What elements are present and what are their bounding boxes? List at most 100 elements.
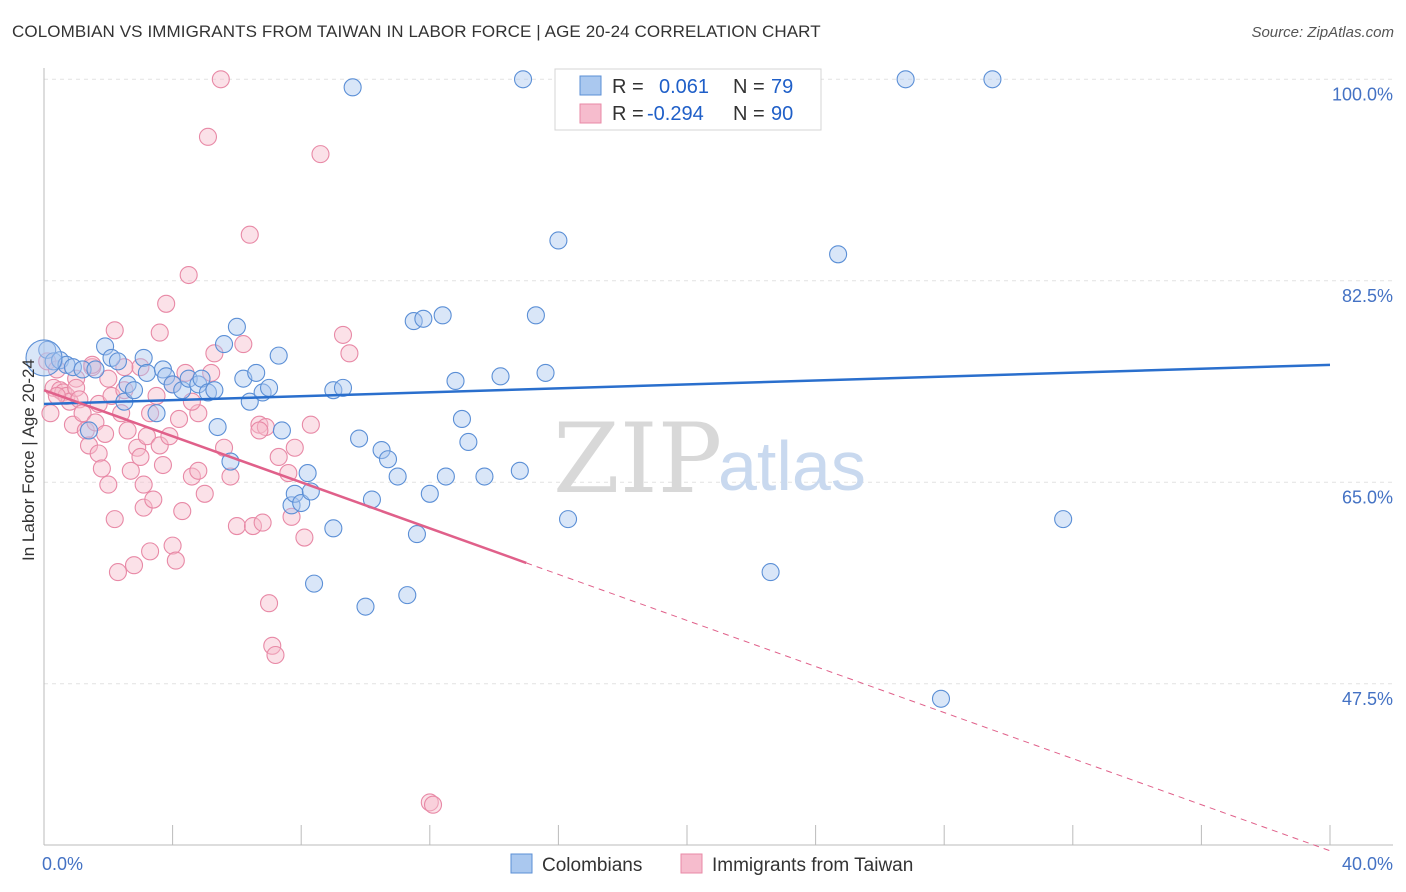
colombian-point: [372, 440, 391, 460]
colombian-point: [407, 525, 426, 544]
colombian-point: [324, 519, 343, 538]
taiwan-point: [179, 265, 198, 285]
colombian-point: [96, 337, 115, 356]
colombian-point: [298, 464, 317, 483]
taiwan-point: [211, 70, 230, 89]
taiwan-point: [141, 542, 160, 561]
colombian-point: [269, 346, 288, 365]
taiwan-point: [189, 404, 208, 423]
taiwan-point: [105, 510, 124, 529]
colombian-point: [513, 70, 533, 89]
taiwan-point: [253, 513, 272, 532]
colombian-point: [446, 371, 465, 391]
colombian-point: [38, 340, 57, 359]
colombian-point: [163, 375, 182, 394]
colombian-point: [398, 586, 417, 605]
colombian-point: [272, 421, 291, 440]
colombian-point: [25, 339, 63, 377]
legend-n-label-taiwan: N =: [733, 103, 765, 125]
taiwan-point: [240, 225, 259, 244]
y-tick-label: 82.5%: [1342, 286, 1393, 306]
legend-swatch-taiwan: [579, 103, 602, 124]
taiwan-point: [157, 294, 176, 313]
colombian-point: [536, 363, 555, 382]
colombian-point: [983, 70, 1002, 89]
colombian-point: [205, 381, 224, 400]
watermark-atlas: atlas: [718, 427, 866, 505]
colombian-point: [414, 309, 433, 328]
colombian-point: [378, 450, 398, 469]
taiwan-point: [295, 528, 314, 547]
taiwan-point: [234, 335, 253, 354]
taiwan-point: [266, 645, 285, 665]
taiwan-point: [423, 795, 443, 814]
colombian-point: [475, 467, 494, 486]
axes: [43, 68, 1393, 846]
source-label: Source: ZipAtlas.com: [1251, 24, 1394, 41]
taiwan-point: [243, 516, 263, 536]
chart-title: COLOMBIAN VS IMMIGRANTS FROM TAIWAN IN L…: [12, 22, 821, 41]
taiwan-trend-line: [43, 388, 527, 565]
taiwan-point: [301, 415, 320, 434]
taiwan-point: [259, 594, 279, 613]
taiwan-point: [67, 378, 86, 397]
bottom-legend-swatch-taiwan: [680, 853, 703, 874]
taiwan-point: [333, 325, 353, 344]
taiwan-point: [153, 455, 173, 475]
y-tick-label: 100.0%: [1332, 84, 1393, 104]
colombian-point: [134, 348, 153, 367]
taiwan-point: [92, 459, 111, 478]
taiwan-point: [340, 344, 359, 363]
taiwan-trend-extension: [526, 562, 1331, 852]
taiwan-point: [202, 363, 221, 382]
colombian-point: [420, 484, 439, 503]
colombian-point: [491, 367, 510, 386]
taiwan-point: [166, 551, 185, 570]
colombian-point: [510, 461, 529, 480]
trend-lines: [43, 363, 1331, 852]
taiwan-point: [144, 490, 163, 509]
legend-r-colombians: 0.061: [659, 76, 709, 98]
bottom-legend-taiwan: Immigrants from Taiwan: [712, 855, 913, 876]
colombian-point: [1054, 510, 1073, 529]
legend-n-label-colombians: N =: [733, 76, 765, 98]
taiwan-point: [198, 127, 218, 146]
taiwan-points: [38, 70, 443, 814]
taiwan-point: [108, 563, 127, 582]
colombian-point: [179, 369, 198, 388]
watermark-zip: ZIP: [553, 403, 722, 515]
taiwan-point: [169, 409, 189, 429]
taiwan-point: [150, 436, 169, 455]
taiwan-point: [176, 363, 195, 382]
taiwan-point: [285, 438, 304, 457]
legend-r-taiwan: -0.294: [647, 103, 704, 125]
x-tick-label-min: 0.0%: [42, 854, 83, 874]
colombian-point: [558, 510, 578, 529]
taiwan-point: [227, 516, 246, 536]
colombian-point: [433, 306, 452, 325]
taiwan-point: [134, 475, 153, 494]
taiwan-point: [141, 404, 160, 423]
colombian-point: [896, 70, 915, 89]
colombian-trend-line: [43, 363, 1331, 406]
bottom-legend-colombians: Colombians: [542, 855, 642, 876]
taiwan-point: [195, 484, 214, 503]
colombian-point: [86, 360, 105, 379]
taiwan-point: [250, 421, 269, 440]
taiwan-point: [420, 793, 439, 812]
taiwan-point: [118, 421, 137, 440]
colombian-point: [285, 484, 304, 503]
colombian-point: [214, 335, 234, 354]
colombian-point: [305, 574, 324, 593]
colombian-point: [931, 689, 951, 708]
legend-n-taiwan: 90: [771, 103, 793, 125]
legend-swatch-colombians: [579, 75, 602, 96]
taiwan-point: [41, 404, 60, 423]
bottom-legend-swatch-colombians: [510, 853, 533, 874]
colombian-point: [147, 404, 166, 423]
colombian-point: [343, 78, 362, 97]
colombian-point: [137, 363, 156, 382]
colombian-point: [124, 381, 144, 400]
taiwan-point: [96, 424, 115, 443]
taiwan-point: [189, 461, 208, 480]
